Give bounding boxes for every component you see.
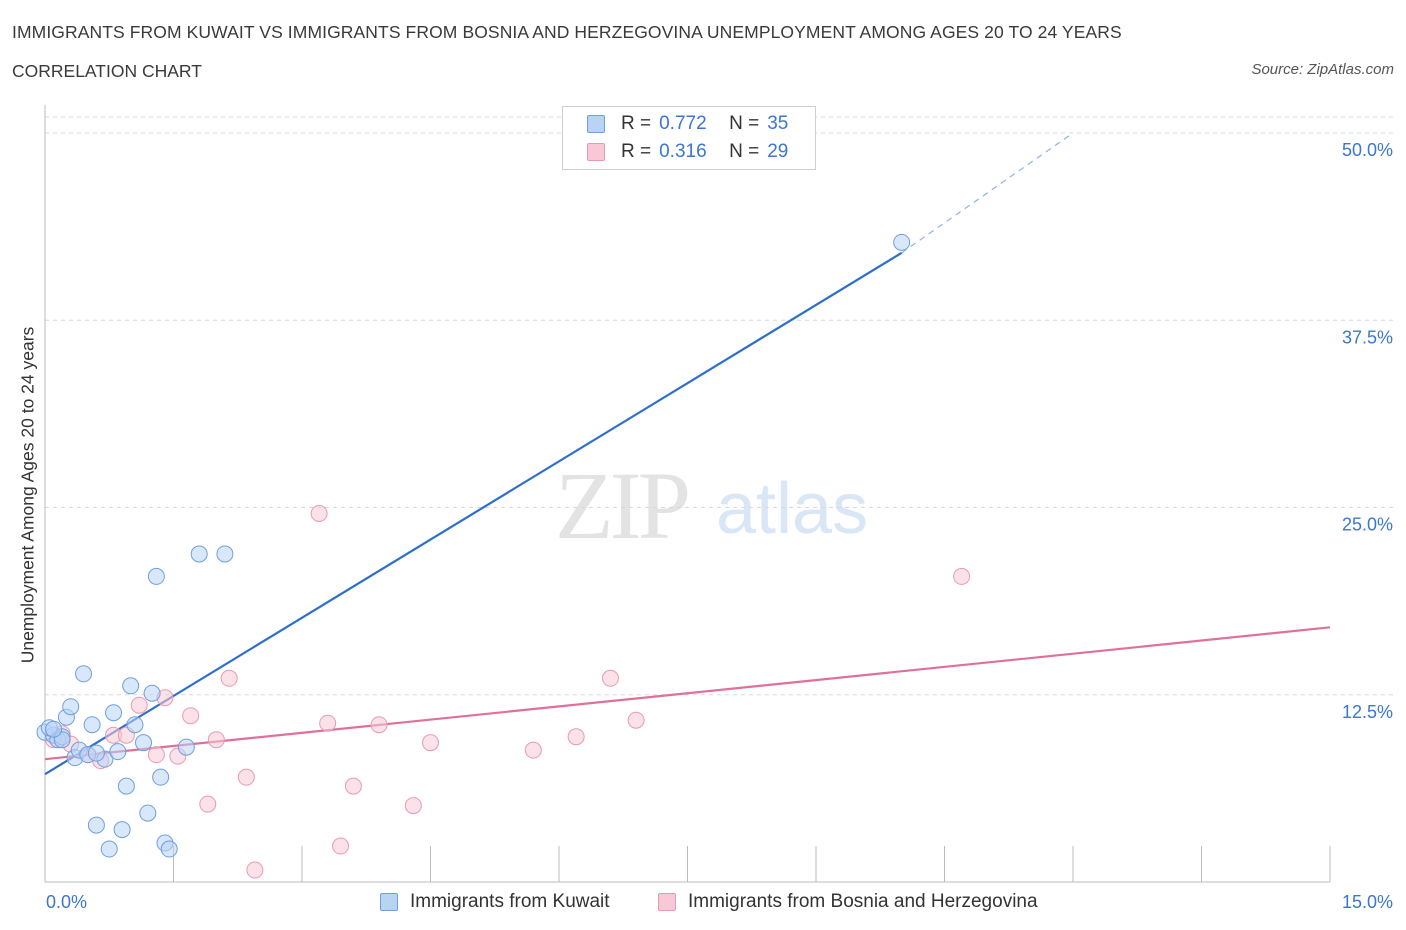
kuwait-point: [135, 734, 153, 752]
bosnia-n-value: 29: [767, 141, 789, 162]
bosnia-r-value: 0.316: [659, 141, 707, 162]
bosnia-swatch: [658, 893, 676, 911]
bosnia-point: [220, 669, 238, 687]
kuwait-trend-extension: [901, 132, 1074, 254]
kuwait-swatch: [380, 893, 398, 911]
kuwait-point: [83, 716, 101, 734]
kuwait-point: [122, 677, 140, 695]
kuwait-swatch: [587, 115, 605, 133]
chart-subtitle: CORRELATION CHART: [12, 61, 202, 81]
bosnia-point: [370, 716, 388, 734]
bosnia-point: [601, 669, 619, 687]
bosnia-trend-line: [44, 626, 1331, 761]
kuwait-point: [190, 545, 208, 563]
kuwait-trend-line: [44, 251, 903, 776]
y-tick-label: 12.5%: [1342, 702, 1393, 722]
kuwait-point: [87, 816, 105, 834]
bosnia-swatch: [587, 143, 605, 161]
bosnia-point: [332, 837, 350, 855]
watermark-zip: ZIP: [555, 452, 691, 559]
bosnia-point: [246, 861, 264, 879]
bottom-legend-kuwait-label: Immigrants from Kuwait: [410, 891, 610, 912]
kuwait-point: [113, 821, 131, 839]
kuwait-point: [45, 720, 63, 738]
tick-labels: 12.5% 25.0% 37.5% 50.0% 0.0% 15.0%: [46, 140, 1393, 912]
bosnia-point: [404, 797, 422, 815]
y-tick-label: 37.5%: [1342, 327, 1393, 347]
kuwait-point: [126, 716, 144, 734]
r-label: R =: [621, 141, 652, 162]
kuwait-point: [117, 777, 135, 795]
kuwait-point: [100, 840, 118, 858]
source-label: Source: ZipAtlas.com: [1251, 61, 1394, 78]
y-axis-label: Unemployment Among Ages 20 to 24 years: [17, 326, 38, 664]
bosnia-point: [524, 741, 542, 759]
kuwait-point: [139, 804, 157, 822]
bottom-legend-kuwait: Immigrants from Kuwait: [380, 889, 610, 915]
bottom-legend-bosnia: Immigrants from Bosnia and Herzegovina: [658, 889, 1038, 915]
bosnia-point: [344, 777, 362, 795]
bosnia-point: [627, 711, 645, 729]
x-tick-label: 15.0%: [1342, 892, 1393, 912]
bosnia-point: [319, 714, 337, 732]
bosnia-point: [182, 707, 200, 725]
legend-row-kuwait: R = 0.772 N = 35: [587, 112, 788, 136]
bosnia-point: [237, 768, 255, 786]
kuwait-point: [87, 744, 105, 762]
y-tick-label: 25.0%: [1342, 515, 1393, 535]
x-tick-label: 0.0%: [46, 892, 87, 912]
kuwait-point: [160, 840, 178, 858]
y-tick-label: 50.0%: [1342, 140, 1393, 160]
kuwait-n-value: 35: [767, 113, 789, 134]
bosnia-point: [953, 567, 971, 585]
n-label: N =: [729, 113, 760, 134]
kuwait-r-value: 0.772: [659, 113, 707, 134]
kuwait-point: [62, 698, 80, 716]
grid-lines: [45, 116, 1393, 696]
watermark-atlas: atlas: [716, 469, 869, 549]
correlation-legend: R = 0.772 N = 35 R = 0.316 N = 29: [562, 106, 816, 170]
kuwait-point: [75, 665, 93, 683]
kuwait-point: [177, 738, 195, 756]
kuwait-point: [143, 684, 161, 702]
bosnia-point: [199, 795, 217, 813]
bosnia-point: [147, 746, 165, 764]
bosnia-point: [207, 731, 225, 749]
bosnia-point: [130, 696, 148, 714]
kuwait-point: [893, 233, 911, 251]
data-points: [36, 233, 971, 879]
kuwait-point: [147, 567, 165, 585]
bosnia-point: [567, 728, 585, 746]
n-label: N =: [729, 141, 760, 162]
kuwait-point: [152, 768, 170, 786]
legend-row-bosnia: R = 0.316 N = 29: [587, 140, 788, 164]
chart-title: IMMIGRANTS FROM KUWAIT VS IMMIGRANTS FRO…: [12, 22, 1122, 42]
trend-lines: [44, 132, 1331, 776]
kuwait-point: [216, 545, 234, 563]
axes: [44, 105, 1331, 883]
bosnia-point: [422, 734, 439, 752]
r-label: R =: [621, 113, 652, 134]
bottom-legend-bosnia-label: Immigrants from Bosnia and Herzegovina: [688, 891, 1038, 912]
kuwait-point: [109, 743, 127, 761]
bosnia-point: [310, 504, 328, 522]
kuwait-point: [105, 704, 123, 722]
